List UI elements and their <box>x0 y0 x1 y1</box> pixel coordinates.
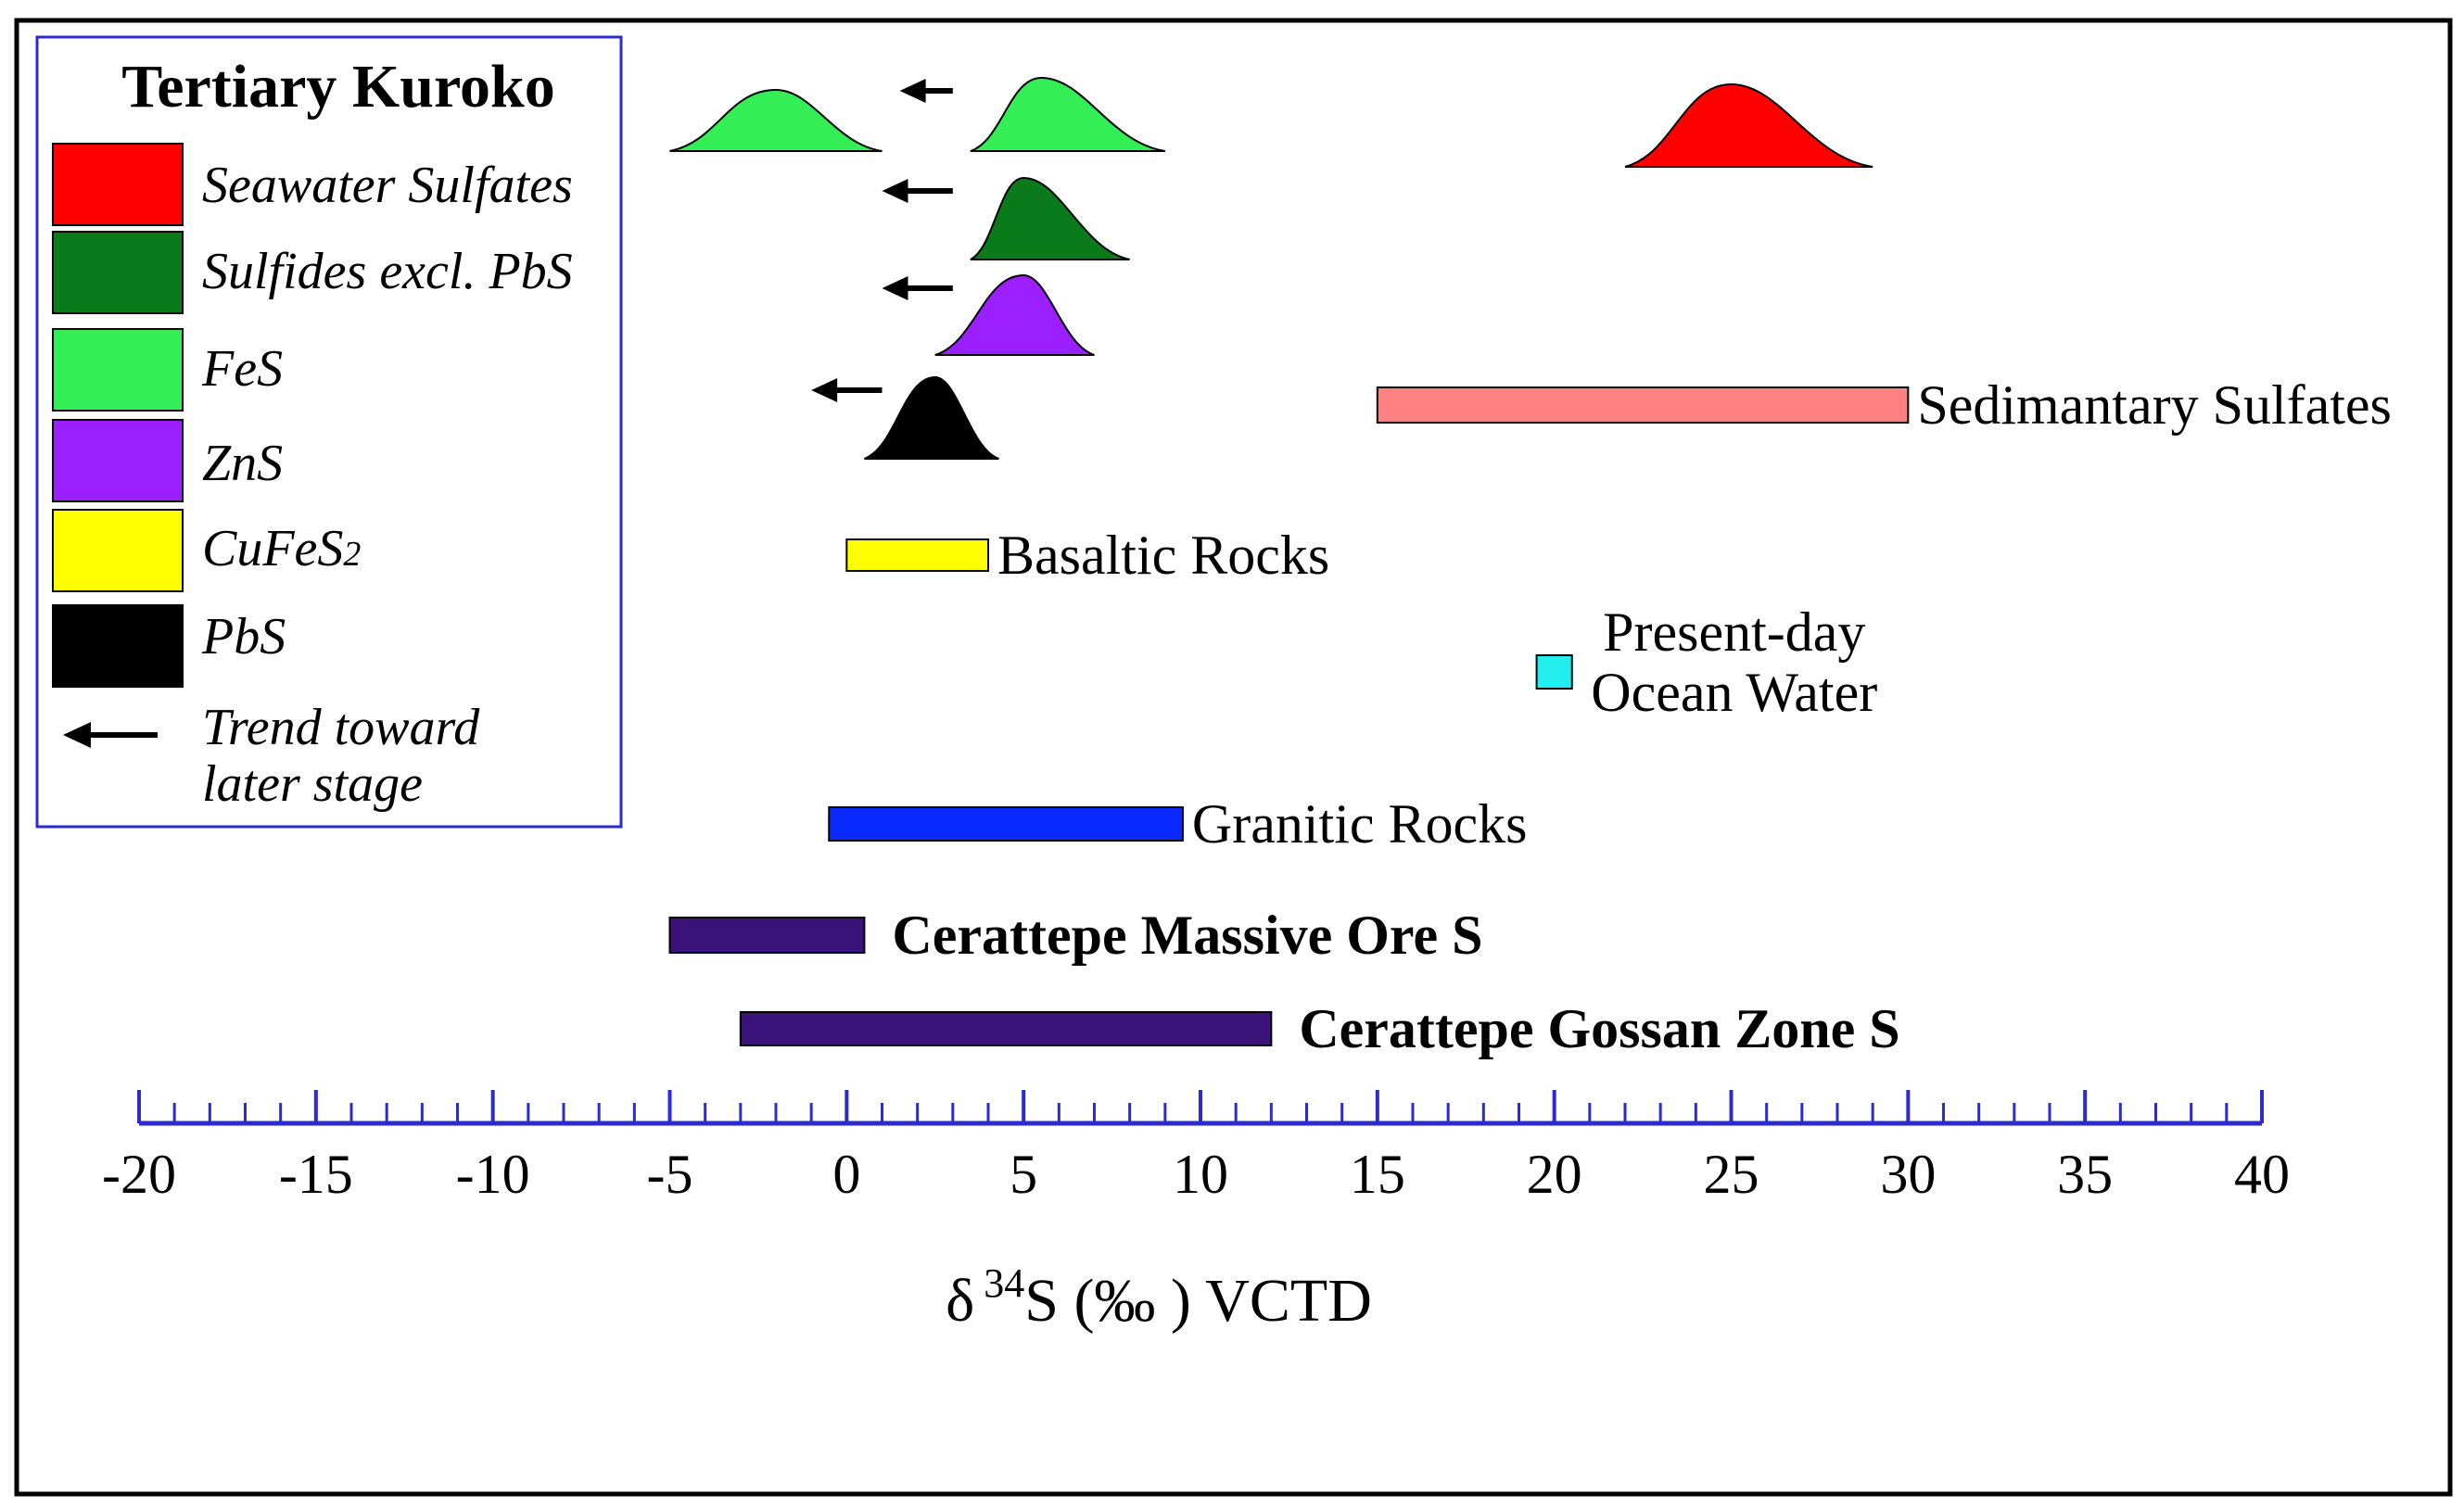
range-bar-present-day-ocean-water <box>1535 654 1573 690</box>
x-axis-title: δ 34S (‰ ) VCTD <box>946 1260 1372 1335</box>
range-bar-sedimantary-sulfates <box>1376 386 1910 424</box>
range-bar-granitic-rocks <box>828 806 1184 842</box>
distribution-fes-early-0 <box>669 88 883 152</box>
range-bar-cerattepe-gossan-zone-s <box>739 1011 1273 1046</box>
legend-label-seawater-sulfates: Seawater Sulfates <box>202 157 573 214</box>
x-tick-label-m15: -15 <box>279 1144 353 1205</box>
legend-trend-label-line1: Trend toward <box>202 699 480 756</box>
range-bar-basaltic-rocks <box>845 538 989 572</box>
range-bar-cerattepe-massive-ore-s <box>668 917 866 954</box>
x-tick-label-5: 5 <box>1010 1144 1037 1205</box>
legend-swatch-cufes2 <box>52 509 184 592</box>
range-label-basaltic-rocks: Basaltic Rocks <box>997 525 1329 586</box>
range-label-present-day-ocean-water-line1: Present-day <box>1603 602 1865 663</box>
legend-label-sulfides-excl-pbs: Sulfides excl. PbS <box>202 243 573 300</box>
range-label-present-day-ocean-water-line2: Ocean Water <box>1591 662 1877 723</box>
legend-label-cufes2: CuFeS2 <box>202 520 361 577</box>
x-tick-label-m20: -20 <box>102 1144 176 1205</box>
x-tick-label-25: 25 <box>1704 1144 1759 1205</box>
distribution-zns-4 <box>934 273 1095 356</box>
range-label-sedimantary-sulfates: Sedimantary Sulfates <box>1917 374 2392 436</box>
trend-arrow-icon-5 <box>811 378 838 402</box>
x-tick-label-m10: -10 <box>456 1144 530 1205</box>
legend-title: Tertiary Kuroko <box>121 53 555 120</box>
legend-swatch-seawater-sulfates <box>52 143 184 226</box>
legend-label-pbs: PbS <box>201 608 286 665</box>
x-tick-label-20: 20 <box>1527 1144 1582 1205</box>
x-tick-label-10: 10 <box>1173 1144 1228 1205</box>
x-tick-label-40: 40 <box>2234 1144 2290 1205</box>
distribution-pbs-5 <box>864 375 999 460</box>
x-tick-label-0: 0 <box>832 1144 860 1205</box>
x-tick-label-m5: -5 <box>647 1144 693 1205</box>
distribution-fes-1 <box>970 76 1165 152</box>
legend-swatch-pbs <box>52 604 184 688</box>
x-tick-label-35: 35 <box>2057 1144 2113 1205</box>
range-label-cerattepe-massive-ore-s: Cerattepe Massive Ore S <box>892 905 1482 966</box>
legend-swatch-fes <box>52 328 184 412</box>
x-tick-label-15: 15 <box>1350 1144 1405 1205</box>
trend-arrow-icon-1 <box>899 79 926 103</box>
range-label-granitic-rocks: Granitic Rocks <box>1192 793 1528 855</box>
x-tick-label-30: 30 <box>1880 1144 1936 1205</box>
legend-swatch-sulfides-excl-pbs <box>52 231 184 314</box>
legend-trend-arrow-icon <box>63 722 158 748</box>
legend-swatch-zns <box>52 419 184 502</box>
legend-label-zns: ZnS <box>202 435 283 492</box>
legend-label-fes: FeS <box>201 340 283 398</box>
legend: Tertiary Kuroko Seawater Sulfates Sulfid… <box>35 35 623 829</box>
plot-area: Sedimantary Sulfates Basaltic Rocks Presen… <box>102 76 2392 1205</box>
range-label-cerattepe-gossan-zone-s: Cerattepe Gossan Zone S <box>1299 998 1899 1059</box>
trend-arrow-icon-3 <box>882 179 908 203</box>
distribution-sulfides-excl-pbs-3 <box>970 176 1130 260</box>
trend-arrow-icon-4 <box>882 276 908 300</box>
legend-trend-label-line2: later stage <box>202 755 423 813</box>
distribution-seawater-sulfates-2 <box>1624 82 1873 168</box>
